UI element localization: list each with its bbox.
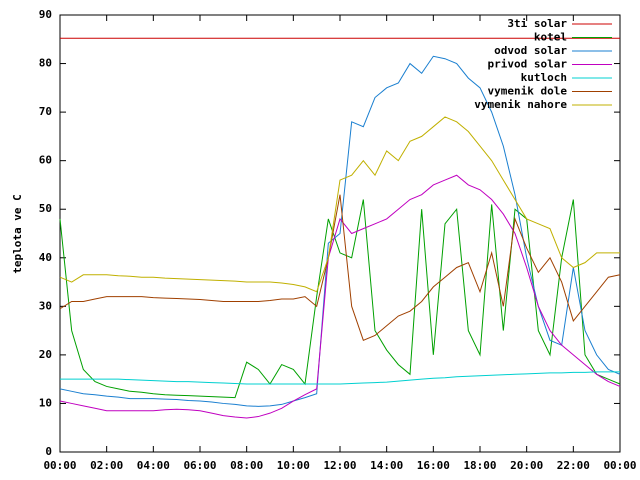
legend-label: odvod solar (494, 44, 567, 57)
y-axis-label: teplota ve C (11, 194, 24, 273)
y-tick-label: 50 (39, 202, 52, 215)
legend-label: 3ti solar (507, 17, 567, 30)
x-tick-label: 16:00 (417, 459, 450, 472)
series-line (59, 194, 621, 341)
x-tick-label: 00:00 (43, 459, 76, 472)
y-tick-label: 40 (39, 251, 52, 264)
y-tick-label: 60 (39, 154, 52, 167)
legend-label: kotel (534, 31, 567, 44)
y-tick-label: 10 (39, 396, 52, 409)
x-tick-label: 02:00 (90, 459, 123, 472)
x-tick-label: 18:00 (463, 459, 496, 472)
y-tick-label: 80 (39, 57, 52, 70)
y-tick-label: 20 (39, 348, 52, 361)
legend-label: vymenik dole (488, 85, 568, 98)
series-line (59, 116, 620, 293)
x-tick-label: 10:00 (277, 459, 310, 472)
legend-label: privod solar (488, 58, 568, 71)
y-tick-label: 30 (39, 299, 52, 312)
y-tick-label: 90 (39, 8, 52, 21)
x-tick-label: 04:00 (137, 459, 170, 472)
x-tick-label: 00:00 (603, 459, 636, 472)
x-tick-label: 08:00 (230, 459, 263, 472)
series-line (60, 371, 620, 385)
legend-label: vymenik nahore (474, 98, 567, 111)
legend-label: kutloch (521, 71, 567, 84)
x-tick-label: 12:00 (323, 459, 356, 472)
x-tick-label: 20:00 (510, 459, 543, 472)
y-tick-label: 70 (39, 105, 52, 118)
series-line (59, 174, 621, 419)
x-tick-label: 14:00 (370, 459, 403, 472)
series-line (59, 55, 621, 407)
x-tick-label: 06:00 (183, 459, 216, 472)
x-tick-label: 22:00 (557, 459, 590, 472)
y-tick-label: 0 (45, 445, 52, 458)
